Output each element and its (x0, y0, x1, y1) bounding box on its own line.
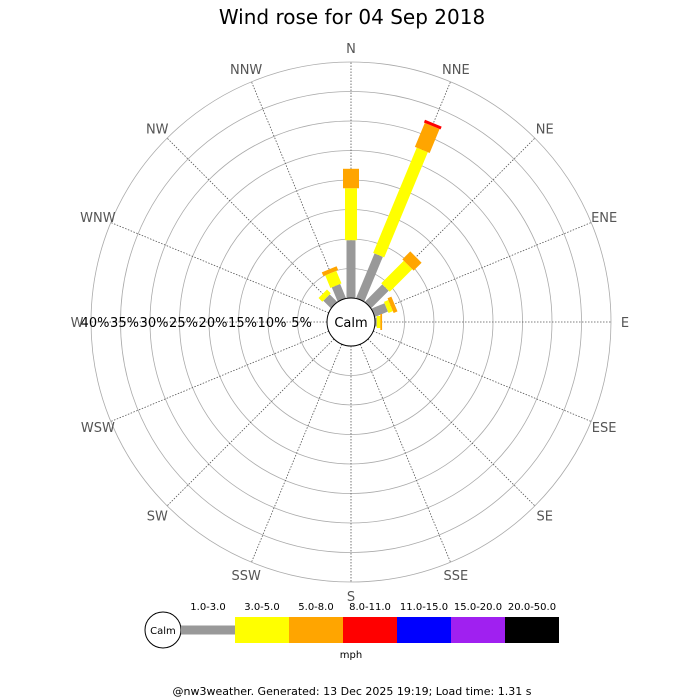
spoke (359, 344, 451, 563)
direction-label: S (347, 590, 355, 605)
direction-label: SSW (231, 569, 261, 584)
bar-segment (380, 314, 383, 330)
spoke (110, 222, 329, 314)
ring-label: 30% (140, 316, 169, 331)
spoke (251, 344, 343, 563)
bar-segment (346, 240, 356, 298)
bar-segment (364, 284, 389, 309)
ring-label: 25% (169, 316, 198, 331)
bar-segment (345, 188, 357, 241)
bar-segment (387, 296, 398, 313)
legend-label: 1.0-3.0 (190, 602, 225, 613)
direction-label: NNW (230, 63, 262, 78)
direction-label: NNE (442, 63, 470, 78)
ring-label: 5% (291, 316, 312, 331)
direction-label: WSW (81, 421, 115, 436)
footer-text: @nw3weather. Generated: 13 Dec 2025 19:1… (173, 685, 532, 698)
legend-calm-label: Calm (150, 626, 176, 637)
direction-label: N (346, 42, 356, 57)
legend-swatch (397, 617, 451, 643)
legend-swatch (289, 617, 343, 643)
calm-circle (326, 297, 376, 347)
direction-label: E (621, 316, 629, 331)
ring (120, 91, 582, 553)
legend-label: 5.0-8.0 (298, 602, 333, 613)
direction-label: NE (536, 122, 554, 137)
bar-segment (373, 147, 428, 258)
spoke (373, 222, 592, 314)
direction-label: SE (537, 510, 553, 525)
direction-label: NW (146, 122, 169, 137)
legend-label: 8.0-11.0 (349, 602, 391, 613)
bar-segment (318, 289, 331, 302)
legend-label: 11.0-15.0 (400, 602, 448, 613)
bar-segment (381, 260, 413, 292)
ring (90, 61, 612, 583)
ring-label: 10% (258, 316, 287, 331)
legend-swatch (451, 617, 505, 643)
direction-label: SSE (443, 569, 468, 584)
chart-bars (318, 119, 442, 330)
direction-label: ENE (591, 211, 617, 226)
bar-segment (356, 253, 383, 302)
spoke (110, 330, 329, 422)
legend-swatch (235, 617, 289, 643)
legend-label: 3.0-5.0 (244, 602, 279, 613)
direction-label: W (71, 316, 84, 331)
bar-segment (321, 266, 339, 277)
ring-label: 15% (228, 316, 257, 331)
direction-label: WNW (80, 211, 116, 226)
bar-segment (402, 251, 422, 271)
spoke (373, 330, 592, 422)
legend-label: 20.0-50.0 (508, 602, 556, 613)
direction-labels: N NNE NE ENE E ESE SE SSE S SSW SW WSW W WNW NW NNW (71, 42, 630, 605)
ring-label: 35% (110, 316, 139, 331)
bar-segment (371, 303, 388, 317)
direction-label: SW (147, 510, 168, 525)
legend-label: 15.0-20.0 (454, 602, 502, 613)
spoke (166, 338, 335, 507)
bar-segment (414, 122, 440, 153)
legend-unit: mph (340, 650, 362, 661)
bar-segment (331, 283, 346, 302)
bar-segment (423, 119, 442, 130)
ring-label: 40% (81, 316, 110, 331)
legend-swatch (181, 625, 235, 635)
calm-label: Calm (334, 316, 367, 331)
legend: Calm 1.0-3.0 3.0-5.0 5.0-8.0 8.0-11.0 11.0-1… (144, 602, 559, 661)
bar-segment (374, 317, 377, 327)
spoke (166, 137, 335, 306)
ring-labels: 5% 10%15%20%25%30%35%40% (81, 316, 312, 331)
calm-center: Calm (326, 297, 376, 347)
bar-segment (376, 316, 381, 328)
ring-label: 20% (199, 316, 228, 331)
spoke (251, 81, 343, 300)
chart-title: Wind rose for 04 Sep 2018 (219, 5, 485, 29)
bar-segment (325, 270, 342, 288)
bar-segment (343, 168, 359, 189)
spoke (367, 338, 536, 507)
bar-segment (383, 300, 393, 313)
legend-swatch (343, 617, 397, 643)
legend-swatch (505, 617, 559, 643)
direction-label: ESE (592, 421, 617, 436)
legend-items: 1.0-3.0 3.0-5.0 5.0-8.0 8.0-11.0 11.0-15.0 15… (181, 602, 559, 643)
